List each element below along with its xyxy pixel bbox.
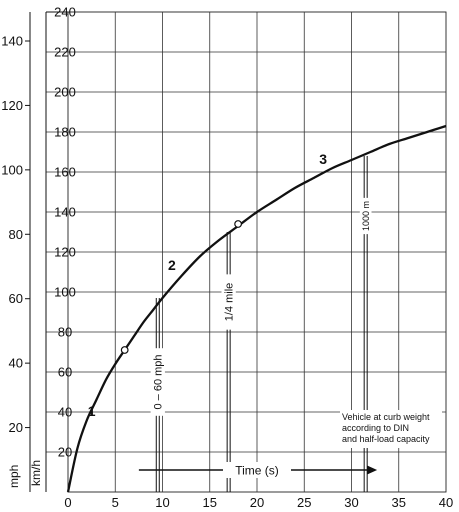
annotation-lines bbox=[155, 156, 368, 492]
annotation-label-bg bbox=[359, 197, 372, 235]
note-bg bbox=[340, 410, 442, 448]
y-tick-label: 60 bbox=[58, 365, 72, 380]
annotation-label: 1/4 mile bbox=[224, 283, 236, 322]
y-axis: 20 40 60 80 100 120 140 160 180 200 220 240 bbox=[45, 5, 76, 492]
annotation-label: 1000 m bbox=[361, 201, 371, 231]
y-tick-label: 20 bbox=[58, 445, 72, 460]
y-tick-label: 220 bbox=[54, 45, 76, 60]
y-tick-label: 40 bbox=[58, 405, 72, 420]
y-tick-label: 200 bbox=[54, 85, 76, 100]
annotation-labels: 0 – 60 mph 1/4 mile 1000 m bbox=[150, 197, 372, 416]
y-tick-label: 180 bbox=[54, 125, 76, 140]
annotation-label: 0 – 60 mph bbox=[153, 354, 165, 409]
x-tick-label: 40 bbox=[439, 495, 453, 510]
x-axis-label-bg bbox=[223, 462, 291, 478]
y2-tick-label: 100 bbox=[1, 162, 23, 177]
note-line-2: according to DIN bbox=[342, 423, 409, 433]
note-box: Vehicle at curb weight according to DIN … bbox=[340, 410, 442, 448]
y-tick-label: 120 bbox=[54, 245, 76, 260]
segment-labels: 1 2 3 bbox=[88, 151, 328, 419]
shift-point-marker bbox=[234, 220, 243, 228]
x-tick-label: 10 bbox=[155, 495, 169, 510]
note-line-1: Vehicle at curb weight bbox=[342, 412, 430, 422]
y-tick-label: 140 bbox=[54, 205, 76, 220]
segment-label: 2 bbox=[168, 257, 176, 273]
y-tick-label: 80 bbox=[58, 325, 72, 340]
x-axis: 0 5 10 15 20 25 30 35 40 bbox=[64, 495, 453, 510]
segment-label: 3 bbox=[319, 151, 327, 167]
x-tick-label: 20 bbox=[250, 495, 264, 510]
y-axis-label: km/h bbox=[29, 460, 43, 486]
x-tick-label: 5 bbox=[112, 495, 119, 510]
segment-label: 1 bbox=[88, 403, 96, 419]
x-axis-label: Time (s) bbox=[235, 464, 279, 478]
curve-layer bbox=[66, 124, 447, 493]
x-tick-label: 25 bbox=[297, 495, 311, 510]
acceleration-curve bbox=[66, 124, 447, 493]
y2-tick-label: 120 bbox=[1, 98, 23, 113]
y2-axis: 20 40 60 80 100 120 140 bbox=[1, 12, 31, 492]
marker-layer bbox=[120, 220, 243, 354]
x-tick-label: 35 bbox=[392, 495, 406, 510]
time-arrow: Time (s) bbox=[138, 462, 378, 478]
y2-tick-label: 80 bbox=[9, 227, 23, 242]
shift-point-marker bbox=[120, 346, 129, 354]
x-tick-label: 30 bbox=[344, 495, 358, 510]
x-tick-label: 15 bbox=[203, 495, 217, 510]
y-tick-label: 240 bbox=[54, 5, 76, 20]
y2-tick-label: 60 bbox=[9, 291, 23, 306]
y2-tick-label: 140 bbox=[1, 33, 23, 48]
y2-tick-label: 40 bbox=[9, 356, 23, 371]
note-line-3: and half-load capacity bbox=[342, 434, 430, 444]
arrowhead-icon bbox=[367, 465, 378, 475]
x-tick-label: 0 bbox=[64, 495, 71, 510]
annotation-label-bg bbox=[221, 274, 236, 330]
y-tick-label: 160 bbox=[54, 165, 76, 180]
annotation-label-bg bbox=[150, 348, 165, 416]
y-tick-label: 100 bbox=[54, 285, 76, 300]
y2-tick-label: 20 bbox=[9, 420, 23, 435]
y2-axis-label: mph bbox=[7, 465, 21, 488]
